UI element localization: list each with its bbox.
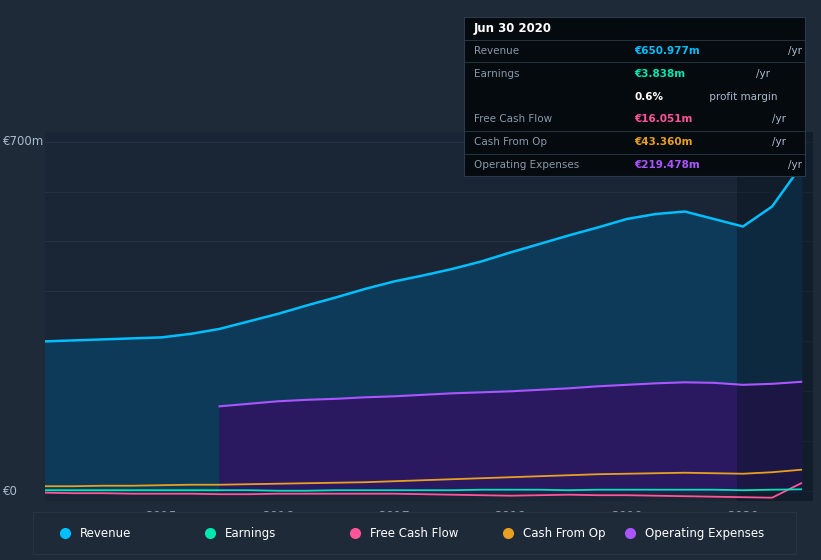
Text: Revenue: Revenue [474, 46, 519, 56]
Text: /yr: /yr [772, 114, 786, 124]
Text: 0.6%: 0.6% [635, 92, 663, 101]
Text: Revenue: Revenue [80, 527, 131, 540]
Text: Earnings: Earnings [225, 527, 277, 540]
Text: €43.360m: €43.360m [635, 137, 693, 147]
Text: €16.051m: €16.051m [635, 114, 693, 124]
Text: /yr: /yr [788, 46, 802, 56]
Text: €219.478m: €219.478m [635, 160, 700, 170]
Text: /yr: /yr [755, 69, 769, 79]
Text: Free Cash Flow: Free Cash Flow [370, 527, 459, 540]
Text: Earnings: Earnings [474, 69, 520, 79]
Text: €700m: €700m [3, 135, 44, 148]
Text: Cash From Op: Cash From Op [474, 137, 547, 147]
Text: Operating Expenses: Operating Expenses [645, 527, 764, 540]
Text: /yr: /yr [772, 137, 786, 147]
Text: €0: €0 [3, 485, 18, 498]
Text: /yr: /yr [788, 160, 802, 170]
Text: Operating Expenses: Operating Expenses [474, 160, 580, 170]
Bar [737, 132, 813, 501]
Text: Free Cash Flow: Free Cash Flow [474, 114, 553, 124]
Text: Cash From Op: Cash From Op [523, 527, 606, 540]
Text: €650.977m: €650.977m [635, 46, 700, 56]
Text: €3.838m: €3.838m [635, 69, 686, 79]
Text: Jun 30 2020: Jun 30 2020 [474, 22, 552, 35]
Text: profit margin: profit margin [706, 92, 778, 101]
